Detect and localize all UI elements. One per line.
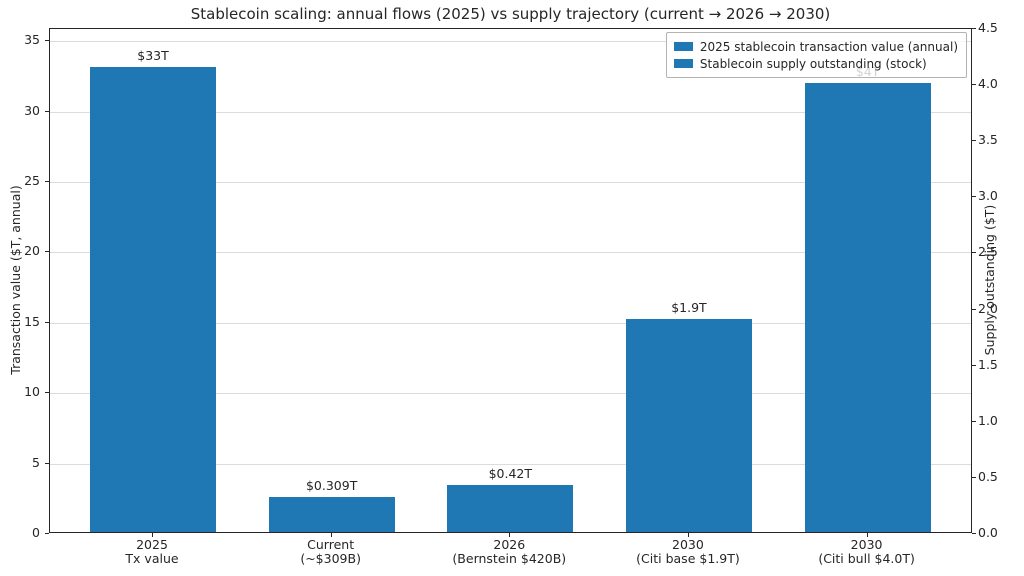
- x-axis-tick-label: 2025 Tx value: [125, 537, 179, 566]
- x-axis-tick: [687, 533, 689, 537]
- x-axis-tick: [330, 533, 332, 537]
- legend: 2025 stablecoin transaction value (annua…: [665, 32, 967, 78]
- bar-current: [268, 497, 395, 532]
- left-axis-tick-label: 5: [32, 454, 40, 470]
- x-axis-tick-label: Current (~$309B): [300, 537, 361, 566]
- left-axis-tick-label: 35: [24, 32, 40, 48]
- left-axis-tick-label: 25: [24, 172, 40, 188]
- gridline: [50, 41, 971, 43]
- right-axis-tick: [972, 84, 976, 86]
- left-axis-tick-label: 30: [24, 102, 40, 118]
- left-axis-tick: [45, 110, 49, 112]
- right-axis-tick-label: 1.5: [978, 356, 998, 372]
- left-axis-tick-label: 10: [24, 384, 40, 400]
- right-axis-tick-label: 4.0: [978, 76, 998, 92]
- right-axis-tick: [972, 533, 976, 534]
- right-axis-label: Supply outstanding ($T): [982, 204, 997, 356]
- right-axis-tick: [972, 420, 976, 422]
- bar-value-label: $0.42T: [488, 465, 533, 481]
- x-axis-tick-label: 2030 (Citi bull $4.0T): [818, 537, 915, 566]
- bar-value-label: $1.9T: [671, 299, 707, 315]
- bar-2026: [447, 484, 574, 532]
- right-axis-tick-label: 3.5: [978, 132, 998, 148]
- right-axis-tick-label: 2.5: [978, 244, 998, 260]
- x-axis-tick-label: 2026 (Bernstein $420B): [452, 537, 567, 566]
- right-axis-tick-label: 1.0: [978, 412, 998, 428]
- legend-label: Stablecoin supply outstanding (stock): [699, 56, 927, 71]
- left-axis-tick: [45, 40, 49, 42]
- gridline: [50, 463, 971, 465]
- chart-title: Stablecoin scaling: annual flows (2025) …: [190, 5, 831, 23]
- legend-swatch-transaction-value: [673, 42, 693, 51]
- legend-item: 2025 stablecoin transaction value (annua…: [673, 38, 958, 55]
- right-axis-tick: [972, 252, 976, 254]
- right-axis-tick-label: 0.0: [978, 525, 998, 540]
- gridline: [50, 252, 971, 254]
- right-axis-tick: [972, 196, 976, 198]
- gridline: [50, 111, 971, 113]
- right-axis-tick: [972, 308, 976, 310]
- gridline: [50, 322, 971, 324]
- bar-2030: [625, 318, 752, 532]
- right-axis-tick-label: 3.0: [978, 188, 998, 204]
- left-axis-tick: [45, 251, 49, 253]
- right-axis-tick: [972, 364, 976, 366]
- x-axis-tick: [866, 533, 868, 537]
- legend-label: 2025 stablecoin transaction value (annua…: [699, 39, 958, 54]
- x-axis-tick-label: 2030 (Citi base $1.9T): [636, 537, 740, 566]
- right-axis-tick-label: 2.0: [978, 300, 998, 316]
- plot-area: 2025 stablecoin transaction value (annua…: [49, 28, 972, 533]
- right-axis-tick: [972, 28, 976, 29]
- left-axis-tick: [45, 180, 49, 182]
- gridline: [50, 181, 971, 183]
- left-axis-tick-label: 15: [24, 313, 40, 329]
- left-axis-tick-label: 0: [32, 525, 40, 540]
- right-axis-tick-label: 4.5: [978, 20, 998, 35]
- gridline: [50, 393, 971, 395]
- right-axis-tick: [972, 140, 976, 142]
- x-axis-tick: [152, 533, 153, 537]
- bar-2030: [804, 83, 931, 532]
- left-axis-tick: [45, 392, 49, 394]
- right-axis-tick-label: 0.5: [978, 468, 998, 484]
- left-axis-tick-label: 20: [24, 243, 40, 259]
- bar-value-label: $33T: [137, 48, 169, 64]
- x-axis-tick: [509, 533, 511, 537]
- left-axis-tick: [45, 533, 49, 534]
- left-axis-tick: [45, 462, 49, 464]
- bar-2025: [90, 67, 216, 532]
- right-axis-tick: [972, 476, 976, 478]
- left-axis-tick: [45, 321, 49, 323]
- legend-item: Stablecoin supply outstanding (stock): [673, 55, 958, 72]
- bar-value-label: $0.309T: [305, 478, 358, 494]
- legend-swatch-supply-outstanding: [673, 59, 693, 68]
